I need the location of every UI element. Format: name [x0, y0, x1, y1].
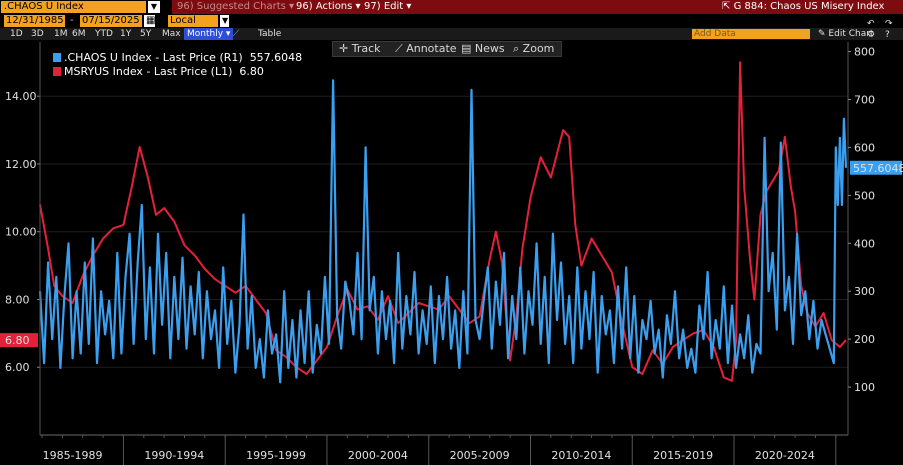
frequency-label: Monthly: [187, 29, 224, 39]
date-separator: -: [68, 15, 78, 27]
annotate-pen-icon: ⟋: [395, 42, 403, 55]
misery-index-line: [39, 61, 847, 382]
legend-label-chaos: .CHAOS U Index - Last Price (R1): [64, 51, 243, 64]
undo-icon[interactable]: ↶: [867, 19, 875, 29]
annotate-label: Annotate: [406, 42, 457, 55]
right-tick-label: 100: [854, 381, 875, 394]
range-ytd[interactable]: YTD: [95, 29, 113, 39]
left-last-value-badge: [0, 333, 38, 348]
menu-band: [172, 0, 903, 14]
edit-menu-label: Edit ▾: [383, 1, 412, 12]
range-1m[interactable]: 1M: [54, 29, 68, 39]
add-data-input[interactable]: Add Data: [692, 29, 810, 39]
edit-menu-number: 97): [364, 1, 381, 12]
right-tick-label: 800: [854, 46, 875, 59]
range-max[interactable]: Max: [162, 29, 181, 39]
frequency-select[interactable]: Monthly ▾: [184, 28, 234, 40]
left-tick-label: 12.00: [5, 158, 37, 171]
track-tool[interactable]: ✛ Track: [339, 42, 381, 56]
legend-swatch-blue: [53, 53, 61, 62]
legend-label-misery: MSRYUS Index - Last Price (L1): [64, 65, 233, 78]
x-tick-label: 2000-2004: [348, 449, 408, 462]
edit-chart-label: Edit Chart: [828, 29, 874, 39]
legend-value-chaos: 557.6048: [249, 51, 303, 64]
x-tick-label: 2010-2014: [551, 449, 611, 462]
left-tick-label: 6.00: [5, 361, 30, 374]
x-tick-label: 1990-1994: [144, 449, 204, 462]
legend-swatch-red: [53, 67, 61, 76]
news-icon: ▤: [461, 42, 472, 55]
news-tool[interactable]: ▤ News: [461, 42, 505, 56]
right-last-value-badge: [850, 160, 902, 175]
right-tick-label: 300: [854, 285, 875, 298]
left-last-value-label: 6.80: [5, 334, 30, 347]
start-date-field[interactable]: 12/31/1985: [4, 15, 65, 27]
edit-menu[interactable]: 97) Edit ▾: [364, 0, 411, 14]
x-tick-label: 2015-2019: [653, 449, 713, 462]
last-value-labels: 6.80 557.6048: [0, 160, 903, 348]
legend-value-misery: 6.80: [239, 65, 264, 78]
ticker-field[interactable]: .CHAOS U Index: [1, 1, 146, 13]
actions-menu[interactable]: 96) Actions ▾: [296, 0, 361, 14]
calendar-icon[interactable]: ▦: [144, 15, 156, 27]
end-date-field[interactable]: 07/15/2025: [80, 15, 142, 27]
chaos-index-line: [38, 79, 848, 384]
news-label: News: [474, 42, 505, 55]
gridlines: [40, 95, 848, 368]
right-tick-label: 500: [854, 189, 875, 202]
chart-tools-bar: ✛ Track ⟋ Annotate ▤ News ⌕ Zoom: [332, 41, 562, 57]
range-1d[interactable]: 1D: [10, 29, 23, 39]
annotate-tool[interactable]: ⟋ Annotate: [395, 42, 457, 56]
right-last-value-label: 557.6048: [853, 162, 903, 175]
actions-menu-label: Actions ▾: [315, 1, 361, 12]
legend-entry-misery[interactable]: MSRYUS Index - Last Price (L1) 6.80: [53, 65, 264, 79]
crosshair-icon: ✛: [339, 42, 349, 55]
left-tick-label: 14.00: [5, 90, 37, 103]
actions-menu-number: 96): [296, 1, 313, 12]
range-1y[interactable]: 1Y: [120, 29, 132, 39]
x-tick-label: 2005-2009: [450, 449, 510, 462]
track-label: Track: [351, 42, 381, 55]
left-tick-label: 10.00: [5, 226, 37, 239]
range-3d[interactable]: 3D: [31, 29, 44, 39]
left-tick-label: 8.00: [5, 293, 30, 306]
range-6m[interactable]: 6M: [72, 29, 86, 39]
legend: .CHAOS U Index - Last Price (R1) 557.604…: [49, 49, 302, 81]
pencil-icon: ✎: [818, 29, 826, 39]
chart-title-bar: ⇱ G 884: Chaos US Misery Index: [722, 0, 884, 14]
line-chart-icon[interactable]: ⟋: [233, 29, 240, 39]
right-tick-label: 400: [854, 237, 875, 250]
right-tick-label: 600: [854, 141, 875, 154]
legend-entry-chaos[interactable]: .CHAOS U Index - Last Price (R1) 557.604…: [53, 51, 302, 65]
left-axis: 6.00 8.00 10.00 12.00 14.00: [5, 42, 41, 435]
settings-gear-icon[interactable]: ⚙: [867, 30, 876, 40]
zoom-tool[interactable]: ⌕ Zoom: [513, 42, 554, 56]
zoom-label: Zoom: [522, 42, 555, 55]
redo-icon[interactable]: ↷: [885, 19, 893, 29]
x-tick-label: 1985-1989: [43, 449, 103, 462]
help-icon[interactable]: ?: [885, 30, 890, 40]
edit-chart-button[interactable]: ✎ Edit Chart: [818, 28, 873, 40]
x-axis: 1985-1989 1990-1994 1995-1999 2000-2004 2005…: [41, 435, 837, 465]
plot-area: [40, 42, 848, 435]
right-axis: 100 200 300 400 500 600 700 800: [847, 42, 875, 435]
ticker-dropdown-icon[interactable]: ▼: [148, 1, 160, 13]
right-tick-label: 700: [854, 94, 875, 107]
x-tick-label: 2020-2024: [755, 449, 815, 462]
suggested-charts-menu[interactable]: 96) Suggested Charts ▾: [177, 1, 295, 12]
chart-title: G 884: Chaos US Misery Index: [733, 1, 885, 12]
table-button[interactable]: Table: [258, 29, 282, 39]
currency-dropdown-icon[interactable]: ▼: [220, 15, 229, 27]
series-layer: [38, 61, 848, 384]
range-5y[interactable]: 5Y: [140, 29, 152, 39]
x-tick-label: 1995-1999: [246, 449, 306, 462]
share-icon[interactable]: ⇱: [722, 1, 731, 12]
magnifier-icon: ⌕: [513, 42, 520, 55]
right-tick-label: 200: [854, 333, 875, 346]
